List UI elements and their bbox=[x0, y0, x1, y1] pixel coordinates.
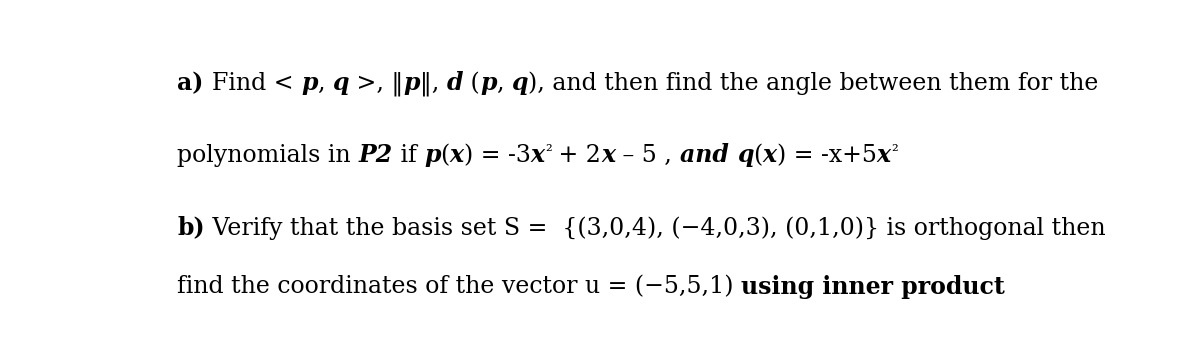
Text: p: p bbox=[423, 143, 440, 167]
Text: (: ( bbox=[753, 144, 763, 167]
Text: find the coordinates of the vector u = (−5,5,1): find the coordinates of the vector u = (… bbox=[177, 276, 742, 299]
Text: >, ‖: >, ‖ bbox=[349, 72, 403, 96]
Text: q: q bbox=[332, 71, 349, 95]
Text: is orthogonal then: is orthogonal then bbox=[879, 217, 1105, 240]
Text: p: p bbox=[480, 71, 496, 95]
Text: and: and bbox=[679, 143, 737, 167]
Text: ,: , bbox=[496, 72, 512, 95]
Text: ), and then find the angle between them for the: ), and then find the angle between them … bbox=[529, 71, 1099, 95]
Text: ²: ² bbox=[545, 144, 551, 161]
Text: d: d bbox=[447, 71, 463, 95]
Text: q: q bbox=[737, 143, 753, 167]
Text: – 5 ,: – 5 , bbox=[616, 144, 679, 167]
Text: x: x bbox=[877, 143, 891, 167]
Text: + 2: + 2 bbox=[551, 144, 602, 167]
Text: ) = -x+5: ) = -x+5 bbox=[777, 144, 877, 167]
Text: x: x bbox=[602, 143, 616, 167]
Text: x: x bbox=[531, 143, 545, 167]
Text: using inner product: using inner product bbox=[742, 275, 1005, 299]
Text: Find <: Find < bbox=[212, 72, 301, 95]
Text: ) = -3: ) = -3 bbox=[464, 144, 531, 167]
Text: (: ( bbox=[440, 144, 450, 167]
Text: x: x bbox=[763, 143, 777, 167]
Text: ‖,: ‖, bbox=[420, 72, 447, 96]
Text: Verify that the basis set S =  {(3,0,4), (−4,0,3), (0,1,0)}: Verify that the basis set S = {(3,0,4), … bbox=[205, 216, 879, 240]
Text: a): a) bbox=[177, 71, 212, 95]
Text: ²: ² bbox=[891, 144, 897, 161]
Text: ,: , bbox=[318, 72, 332, 95]
Text: b): b) bbox=[177, 216, 205, 240]
Text: P2: P2 bbox=[359, 143, 392, 167]
Text: if: if bbox=[392, 144, 423, 167]
Text: p: p bbox=[403, 71, 420, 95]
Text: (: ( bbox=[463, 72, 480, 95]
Text: q: q bbox=[512, 71, 529, 95]
Text: polynomials in: polynomials in bbox=[177, 144, 359, 167]
Text: p: p bbox=[301, 71, 318, 95]
Text: x: x bbox=[450, 143, 464, 167]
